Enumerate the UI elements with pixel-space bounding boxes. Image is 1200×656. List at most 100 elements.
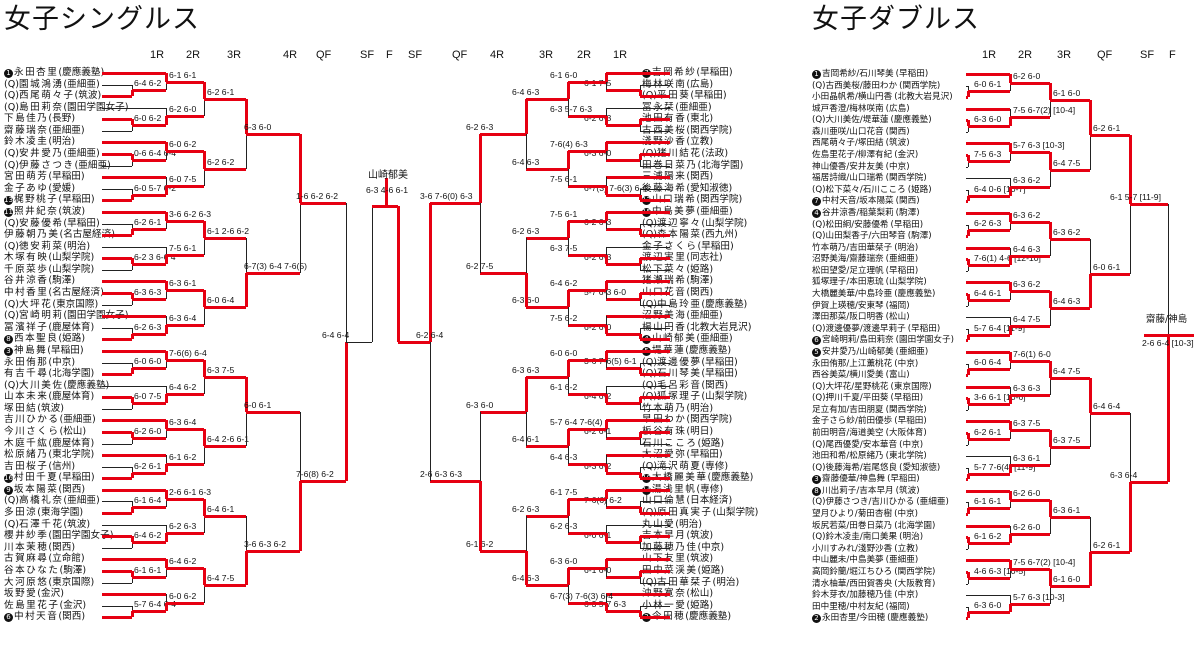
pair-entry: 森川亜咲/山口花音 (関西) [812,127,910,137]
player-name: 石川琴美 [657,368,702,380]
match-score: 7-5 6-1 [550,173,578,184]
pair-names: (Q)大坪花/星野桃花 [812,381,889,392]
bracket-line [967,612,970,619]
bracket-line [165,255,168,265]
pair-entry: 松田望愛/足立理帆 (早稲田) [812,266,918,276]
bracket-line [1090,411,1130,415]
pair-school: (早稲田) [895,69,929,79]
pair-entry: 西谷美菜/横川愛美 (富山) [812,370,910,380]
pair-entry: 福居詩織/山口瑞希 (関西学院) [812,173,927,183]
pair-names: 坂尻若菜/田巻日菜乃 [812,520,893,531]
bracket-line [966,211,1010,215]
bracket-line [640,362,670,364]
pair-entry: 澤田那菜/阪口明香 (松山) [812,312,910,322]
pair-school: (関西) [885,126,910,137]
match-score: 6-3 6-3 [1013,383,1041,394]
school-name: 慶應義塾 [689,611,728,623]
qualifier-mark: (Q) [4,495,20,507]
match-score: 6-3 7-5 [550,243,578,254]
bracket-line [640,119,641,131]
bracket-line [640,223,641,236]
round-label: 1R [982,49,997,61]
school-name: 早稲田 [62,194,91,206]
bracket-line [567,290,570,308]
player-school: (慶應義塾) [63,379,110,391]
bracket-line [568,184,606,188]
match-score: 6-3 6-0 [974,114,1002,125]
bracket-line [966,235,968,239]
bracket-line [299,481,302,551]
school-name: 慶應義塾 [897,289,932,300]
bracket-line [1010,324,1050,328]
bracket-line [966,107,1010,111]
school-name: 明治 [716,576,736,588]
bracket-line [102,338,132,342]
school-name: 早稲田 [700,67,729,78]
bracket-line [966,409,968,411]
bracket-line [1009,256,1012,266]
bracket-line [165,559,168,569]
bracket-line [568,290,569,325]
bracket-line [526,515,527,586]
school-name: 同志社 [690,252,719,264]
school-name: 早稲田 [67,217,96,229]
bracket-line [102,547,132,549]
pair-school: (北海学園) [894,520,936,531]
pair-school: (中京) [894,590,919,601]
round-label: 3R [539,49,554,61]
bracket-line [102,199,132,203]
bracket-line [1129,134,1132,205]
bracket-line [966,606,968,608]
bracket-line [480,549,526,553]
bracket-line [102,107,166,109]
pair-names: (Q)山田梨香子/六田琴音 [812,231,906,242]
bracket-line [568,219,606,223]
school-name: 北海学園 [52,368,91,380]
school-name: 中京 [902,439,920,450]
bracket-line [568,115,606,119]
player-name: 中村香里 [4,287,49,299]
bracket-line [606,141,670,145]
bracket-line [102,95,132,99]
pair-names: 池田和希/松原緒乃 [812,451,884,462]
bracket-line [166,428,204,432]
pair-entry: 伊賀上瑛穂/安東琴 (福岡) [812,301,910,311]
bracket-line [640,501,670,503]
bracket-line [246,132,300,136]
match-score: 6-3 7-5 [1053,435,1081,446]
champion-name: 山崎郁美 [368,170,408,181]
school-name: 園田学園女子 [52,530,110,542]
player-name: 大川美佐 [19,379,64,391]
player-entry: 千原菜歩(山梨学院) [4,264,94,275]
bracket-line [639,570,642,577]
player-entry: (Q)高橋礼奈(亜細亜) [4,496,100,506]
school-name: 明治 [902,532,920,543]
champion-name: 齋藤/神島 [1146,314,1188,326]
player-entry: (Q)安藤優希(早稲田) [4,217,100,229]
match-score: 1-6 6-2 6-2 [296,191,339,202]
player-entry: 川本茉穂(関西) [4,542,75,553]
bracket-line [480,410,526,414]
bracket-line [1009,186,1012,196]
bracket-line [525,376,528,412]
bracket-line [606,575,640,579]
match-score: 4-6 6-3 [10-5] [974,565,1026,576]
seed-badge: 1 [4,69,13,78]
school-name: 中京 [897,509,915,520]
school-name: 松山 [690,588,710,600]
school-name: 早稲田 [62,472,91,484]
pair-names: 伊賀上瑛穂/安東琴 [812,300,884,311]
pair-names: 佐島里花子/柳澤有紀 [812,150,893,161]
bracket-line [132,89,166,93]
match-score: 6-2 6-0 [1013,522,1041,533]
school-name: 大阪体育 [889,427,924,438]
match-score: 6-7(3) 6-4 7-6(5) [244,260,308,271]
match-score: 6-0 7-5 [134,391,162,402]
bracket-line [967,120,970,127]
school-name: 慶應義塾 [893,115,929,126]
match-score: 6-0 6-2 [169,139,197,150]
school-name: 筑波 [67,518,87,530]
bracket-line [204,445,246,449]
match-score: 6-4 6-2 [550,278,578,289]
bracket-line [606,524,670,526]
